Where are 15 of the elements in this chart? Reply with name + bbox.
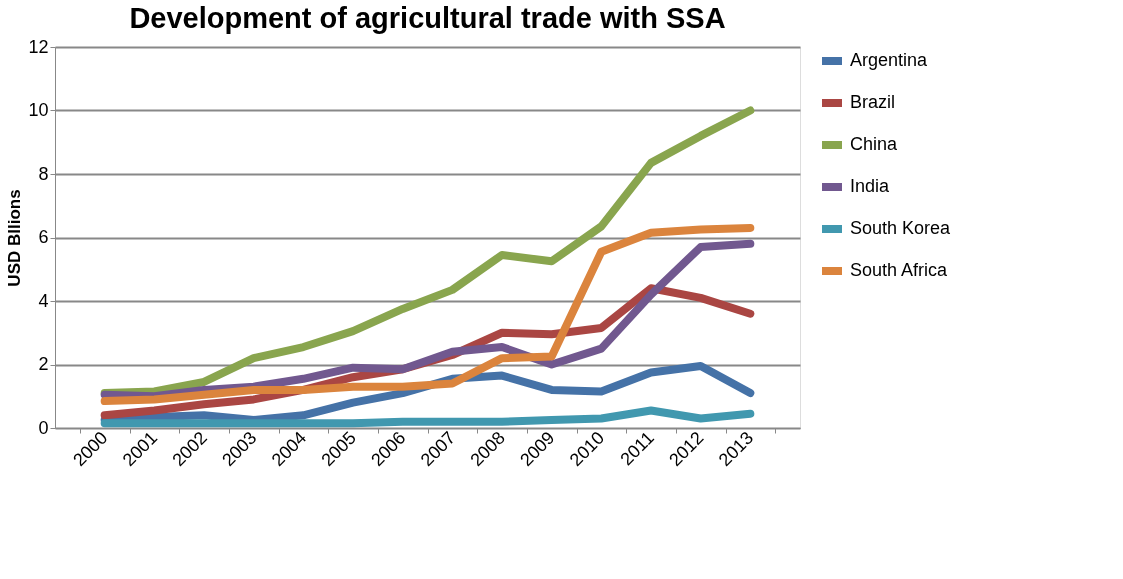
legend-label: South Korea [850, 218, 952, 238]
y-tick-label: 10 [28, 100, 49, 120]
legend-label: South Africa [850, 260, 949, 280]
chart-title: Development of agricultural trade with SSA [129, 2, 726, 34]
y-tick-label: 0 [38, 417, 49, 438]
y-tick-label: 8 [38, 163, 49, 184]
legend-label: India [850, 176, 891, 196]
y-tick-label: 4 [38, 290, 49, 311]
legend-label: Brazil [850, 92, 896, 112]
legend-label: China [850, 134, 899, 154]
legend-label: Argentina [850, 50, 929, 70]
y-tick-label: 12 [28, 36, 49, 57]
y-tick-label: 6 [38, 227, 49, 247]
y-tick-label: 2 [38, 354, 49, 374]
y-axis-title: USD Bllions [5, 189, 25, 287]
